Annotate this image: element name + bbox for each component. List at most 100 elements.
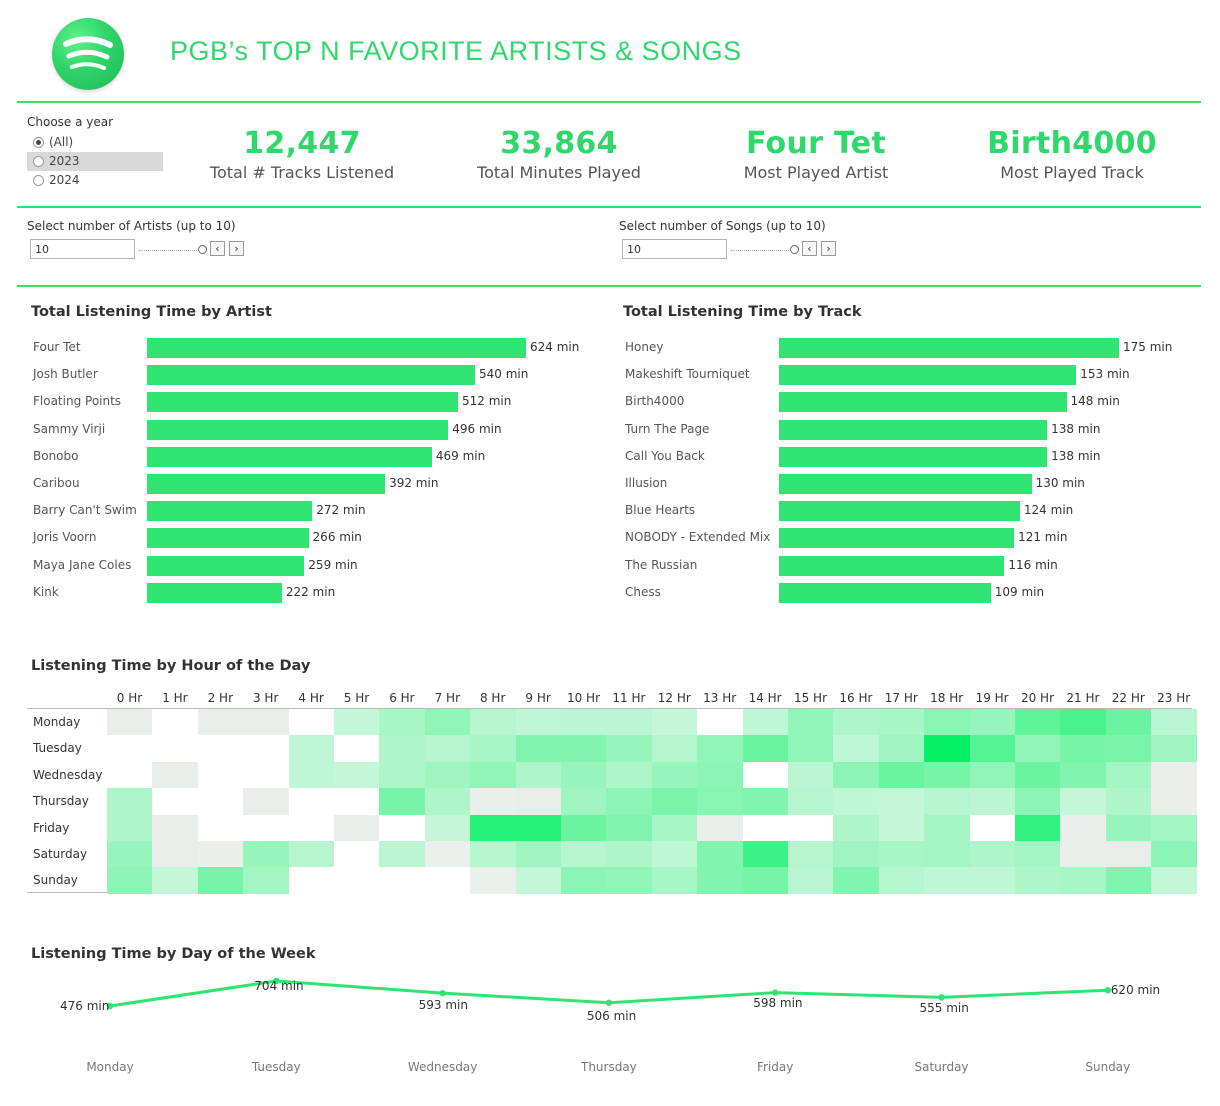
heatmap-cell[interactable]: [561, 761, 607, 789]
year-option-all[interactable]: (All): [27, 133, 167, 152]
artist-bar[interactable]: [147, 555, 305, 576]
heatmap-cell[interactable]: [424, 814, 471, 842]
weekday-point[interactable]: [605, 999, 613, 1006]
heatmap-cell[interactable]: [1060, 841, 1107, 868]
track-bar[interactable]: [779, 528, 1015, 549]
heatmap-cell[interactable]: [878, 735, 925, 763]
radio-unchecked-icon[interactable]: [33, 156, 44, 167]
heatmap-cell[interactable]: [651, 788, 698, 816]
heatmap-cell[interactable]: [878, 709, 925, 736]
artist-bar[interactable]: [147, 501, 313, 522]
track-bar[interactable]: [779, 419, 1048, 440]
heatmap-cell[interactable]: [561, 709, 607, 736]
heatmap-cell[interactable]: [606, 709, 653, 736]
heatmap-cell[interactable]: [924, 788, 971, 816]
heatmap-cell[interactable]: [924, 735, 971, 763]
heatmap-cell[interactable]: [288, 867, 335, 895]
heatmap-cell[interactable]: [1151, 841, 1198, 868]
heatmap-cell[interactable]: [515, 814, 562, 842]
track-bar[interactable]: [779, 446, 1048, 467]
heatmap-cell[interactable]: [243, 709, 290, 736]
heatmap-cell[interactable]: [243, 814, 290, 842]
artist-bar[interactable]: [147, 365, 475, 386]
chevron-right-icon[interactable]: ›: [821, 241, 836, 256]
heatmap-cell[interactable]: [243, 788, 290, 816]
heatmap-cell[interactable]: [288, 841, 335, 868]
heatmap-cell[interactable]: [152, 867, 199, 895]
heatmap-cell[interactable]: [788, 788, 834, 816]
slider-knob[interactable]: [790, 245, 799, 254]
heatmap-cell[interactable]: [1105, 814, 1152, 842]
artist-bar[interactable]: [147, 419, 449, 440]
heatmap-cell[interactable]: [1105, 735, 1152, 763]
heatmap-cell[interactable]: [152, 788, 199, 816]
heatmap-cell[interactable]: [833, 841, 880, 868]
heatmap-cell[interactable]: [1105, 788, 1152, 816]
heatmap-cell[interactable]: [697, 761, 744, 789]
radio-unchecked-icon[interactable]: [33, 175, 44, 186]
heatmap-cell[interactable]: [515, 867, 562, 895]
weekday-point[interactable]: [273, 977, 280, 985]
heatmap-cell[interactable]: [379, 761, 426, 789]
heatmap-cell[interactable]: [1060, 761, 1107, 789]
heatmap-cell[interactable]: [1015, 788, 1061, 816]
heatmap-cell[interactable]: [969, 867, 1016, 895]
heatmap-cell[interactable]: [1105, 841, 1152, 868]
heatmap-cell[interactable]: [606, 788, 653, 816]
heatmap-cell[interactable]: [288, 709, 335, 736]
heatmap-cell[interactable]: [1060, 709, 1107, 736]
heatmap-cell[interactable]: [197, 788, 244, 816]
heatmap-cell[interactable]: [697, 867, 744, 895]
heatmap-cell[interactable]: [788, 761, 834, 789]
heatmap-cell[interactable]: [379, 788, 426, 816]
heatmap-cell[interactable]: [152, 761, 199, 789]
heatmap-cell[interactable]: [1060, 814, 1107, 842]
heatmap-cell[interactable]: [561, 841, 607, 868]
heatmap-cell[interactable]: [697, 841, 744, 868]
heatmap-cell[interactable]: [1015, 735, 1061, 763]
heatmap-cell[interactable]: [742, 735, 789, 763]
weekday-point[interactable]: [772, 989, 779, 996]
heatmap-cell[interactable]: [334, 867, 380, 895]
song-count-input[interactable]: [622, 239, 727, 259]
heatmap-cell[interactable]: [1060, 867, 1107, 895]
heatmap-cell[interactable]: [788, 867, 834, 895]
heatmap-cell[interactable]: [107, 841, 153, 868]
heatmap-cell[interactable]: [288, 788, 335, 816]
heatmap-cell[interactable]: [788, 709, 834, 736]
heatmap-cell[interactable]: [288, 735, 335, 763]
heatmap-cell[interactable]: [424, 788, 471, 816]
heatmap-cell[interactable]: [1151, 867, 1198, 895]
heatmap-cell[interactable]: [1060, 735, 1107, 763]
heatmap-cell[interactable]: [651, 867, 698, 895]
heatmap-cell[interactable]: [561, 867, 607, 895]
heatmap-cell[interactable]: [1105, 709, 1152, 736]
heatmap-cell[interactable]: [697, 814, 744, 842]
heatmap-cell[interactable]: [924, 814, 971, 842]
heatmap-cell[interactable]: [288, 761, 335, 789]
heatmap-cell[interactable]: [878, 814, 925, 842]
heatmap-cell[interactable]: [197, 709, 244, 736]
heatmap-cell[interactable]: [515, 735, 562, 763]
artist-bar[interactable]: [147, 474, 386, 494]
artist-count-slider[interactable]: [139, 245, 207, 254]
heatmap-cell[interactable]: [334, 709, 380, 736]
heatmap-cell[interactable]: [379, 867, 426, 895]
heatmap-cell[interactable]: [107, 761, 153, 789]
heatmap-cell[interactable]: [379, 735, 426, 763]
heatmap-cell[interactable]: [197, 814, 244, 842]
heatmap-cell[interactable]: [1151, 761, 1198, 789]
heatmap-cell[interactable]: [424, 867, 471, 895]
heatmap-cell[interactable]: [107, 814, 153, 842]
heatmap-cell[interactable]: [243, 867, 290, 895]
song-count-slider[interactable]: [731, 245, 799, 254]
track-bar[interactable]: [779, 474, 1032, 494]
heatmap-cell[interactable]: [924, 709, 971, 736]
heatmap-cell[interactable]: [334, 814, 380, 842]
heatmap-cell[interactable]: [1105, 867, 1152, 895]
weekday-point[interactable]: [938, 994, 945, 1001]
weekday-point[interactable]: [439, 989, 446, 997]
track-bar[interactable]: [779, 501, 1020, 522]
heatmap-cell[interactable]: [969, 735, 1016, 763]
heatmap-cell[interactable]: [924, 761, 971, 789]
